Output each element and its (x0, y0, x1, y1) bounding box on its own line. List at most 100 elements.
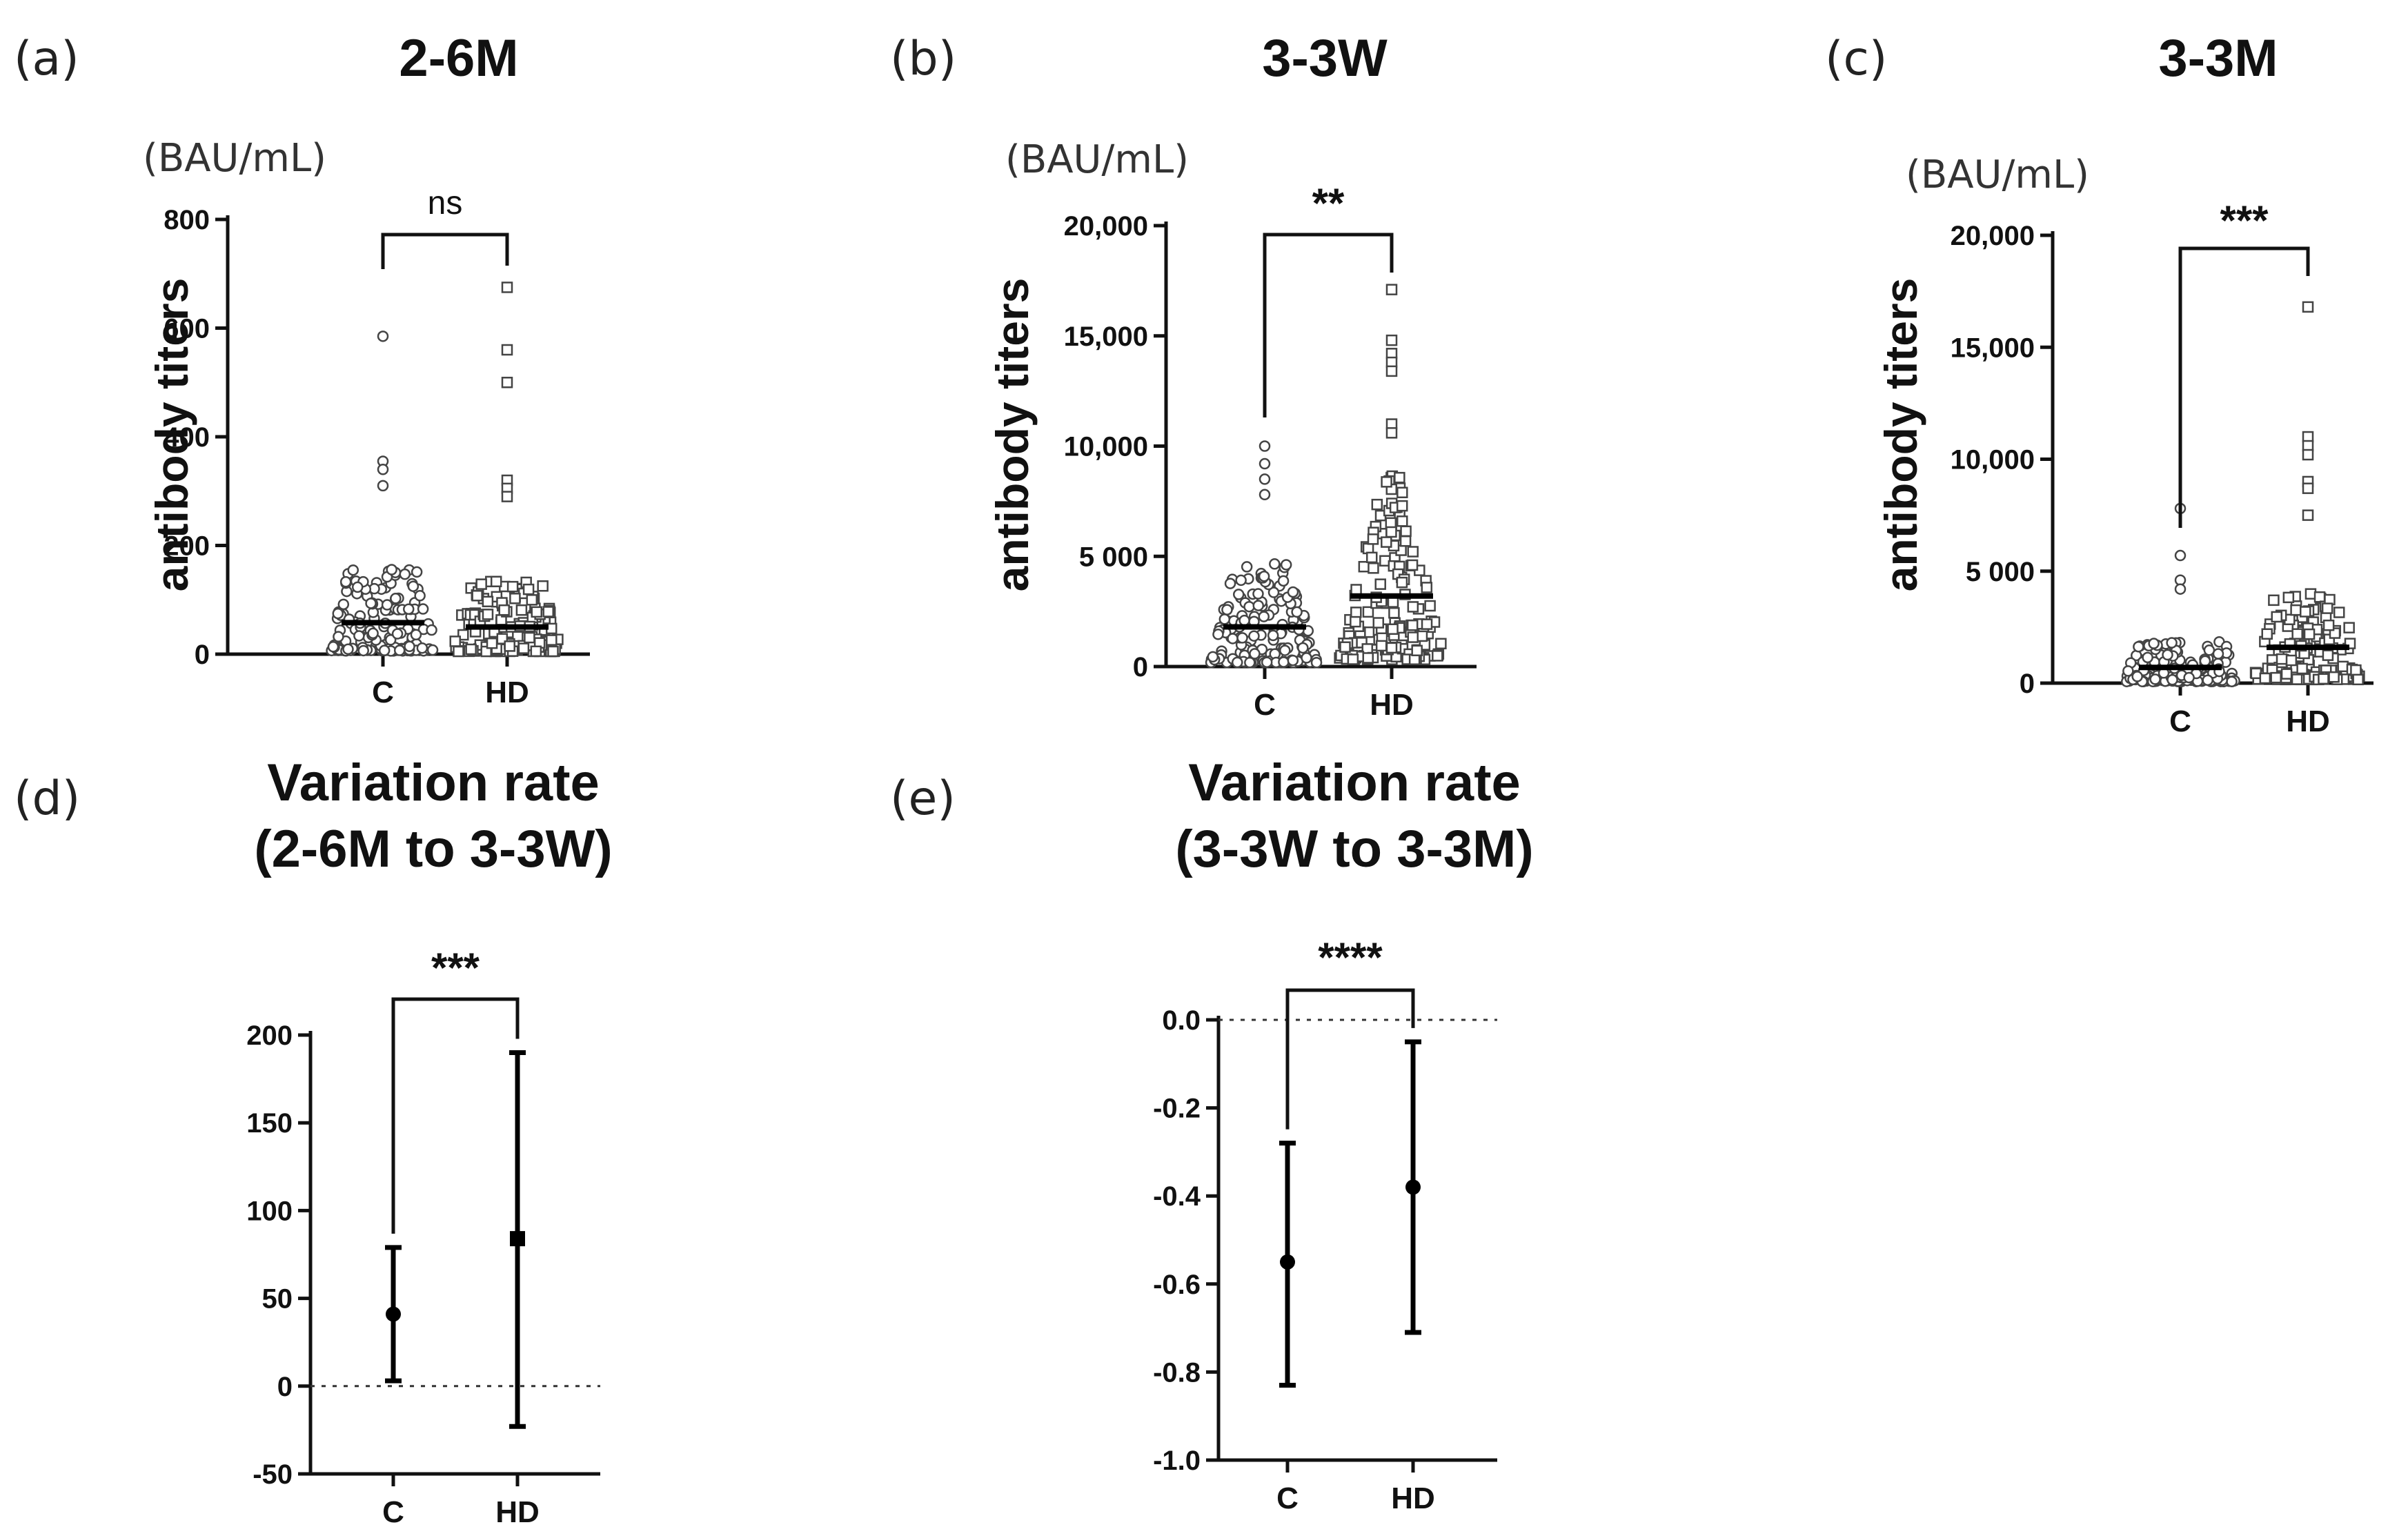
data-point (342, 643, 354, 656)
data-point (1310, 656, 1323, 669)
data-point (1259, 440, 1271, 452)
data-point (391, 628, 404, 640)
panel-title: 3-3W (1262, 29, 1388, 88)
data-point (546, 634, 557, 646)
y-tick-label: 20,000 (1951, 221, 2035, 251)
y-tick-label: 20,000 (1064, 211, 1148, 242)
significance-bracket (1285, 988, 1415, 1130)
data-point (1280, 559, 1292, 571)
data-point (537, 580, 549, 592)
data-point (426, 644, 439, 656)
data-point (416, 642, 428, 654)
data-point (2352, 673, 2364, 686)
data-point (347, 564, 359, 576)
data-point (351, 581, 364, 593)
data-point (2328, 671, 2340, 683)
data-point (1236, 632, 1248, 644)
data-point (2291, 628, 2303, 640)
data-point (2296, 662, 2308, 675)
data-point (1387, 623, 1399, 635)
y-tick-label: 0 (1133, 652, 1148, 682)
data-point (402, 603, 415, 615)
data-point (1347, 653, 1359, 665)
data-point (498, 604, 510, 616)
data-point (2302, 301, 2314, 313)
data-point (1394, 471, 1405, 484)
data-point (1339, 641, 1351, 653)
data-point (333, 631, 344, 642)
data-point (2131, 671, 2143, 682)
data-point (515, 604, 528, 616)
data-point (475, 578, 487, 590)
data-point (2318, 673, 2329, 685)
data-point (1432, 650, 1443, 662)
y-tick-label: -0.6 (1153, 1270, 1201, 1300)
data-point (2285, 654, 2298, 667)
y-tick-label: 0.0 (1162, 1005, 1201, 1036)
data-point (482, 595, 494, 608)
y-tick-label: 200 (246, 1021, 293, 1051)
x-tick-label: HD (495, 1495, 540, 1529)
significance-label: ns (428, 185, 463, 221)
y-tick-label: 100 (246, 1196, 293, 1226)
data-point (1350, 584, 1362, 595)
y-tick-label: 10,000 (1064, 432, 1148, 462)
significance-label: **** (1318, 934, 1383, 981)
data-point (486, 637, 498, 649)
data-point (1385, 334, 1398, 346)
data-point (1396, 576, 1408, 589)
data-point (501, 377, 513, 388)
data-point (2268, 594, 2280, 607)
x-tick-label: C (1254, 688, 1276, 722)
data-point (1411, 644, 1423, 657)
data-point (2322, 619, 2335, 631)
data-point (2303, 628, 2316, 640)
data-point (1385, 365, 1398, 377)
data-point (1421, 582, 1433, 593)
data-point (2133, 640, 2144, 653)
data-point (1381, 536, 1392, 548)
data-point (367, 627, 379, 640)
data-point (2149, 673, 2161, 685)
data-point (365, 598, 377, 609)
data-point (2202, 674, 2213, 686)
data-point (2302, 482, 2314, 494)
panel-c: (c) 3-3M (BAU/mL) antibody titers 0 5 000… (1825, 29, 2374, 738)
data-point (1258, 611, 1270, 622)
data-point (1232, 656, 1243, 669)
data-point (1297, 642, 1309, 654)
data-point (390, 593, 402, 604)
x-tick-label: C (1276, 1481, 1299, 1515)
data-point (1371, 498, 1383, 511)
data-point (2271, 611, 2282, 623)
plot-area: 0 200 400 600 800 C HD ns (164, 185, 590, 709)
data-point (353, 630, 365, 642)
data-point (2276, 653, 2288, 665)
panel-title: 2-6M (399, 29, 518, 88)
data-point (1287, 654, 1299, 667)
data-point (2350, 664, 2362, 676)
significance-bracket (391, 997, 520, 1234)
x-tick-label: C (2169, 705, 2191, 738)
data-point (1287, 586, 1299, 598)
data-point (449, 636, 461, 647)
x-tick-label: C (372, 676, 394, 709)
data-point (1407, 546, 1419, 558)
panel-title-line-2: (3-3W to 3-3M) (1175, 820, 1533, 878)
data-point (1224, 578, 1236, 589)
panel-label: (e) (890, 771, 956, 826)
data-point (1407, 601, 1419, 613)
data-point (417, 603, 429, 615)
data-point (1232, 589, 1245, 600)
significance-label: *** (2220, 197, 2269, 244)
data-point (1218, 613, 1231, 625)
data-point (1227, 633, 1238, 644)
data-point (410, 629, 422, 641)
x-tick-label: C (382, 1495, 404, 1529)
data-point (1421, 618, 1433, 630)
data-point (1362, 606, 1374, 618)
mean-marker (1405, 1179, 1421, 1195)
data-point (332, 607, 344, 620)
data-point (1269, 558, 1281, 570)
